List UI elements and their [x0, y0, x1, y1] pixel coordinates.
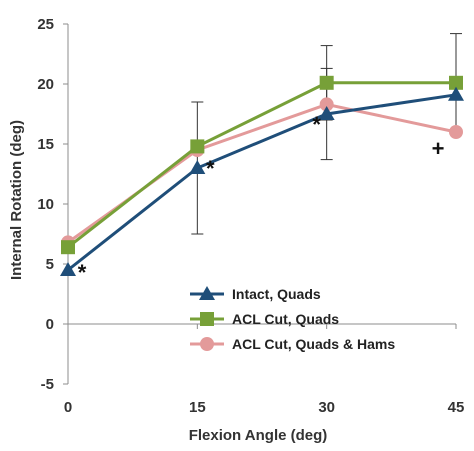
series-0: [60, 86, 464, 276]
data-point: [319, 97, 334, 112]
series-line: [67, 102, 457, 244]
legend-item: ACL Cut, Quads & Hams: [190, 336, 395, 352]
data-point: [449, 125, 463, 139]
x-tick-label: 0: [64, 399, 72, 416]
y-tick-label: 10: [37, 196, 54, 213]
series-line: [67, 93, 457, 272]
legend-marker: [200, 337, 214, 351]
significance-marker: +: [432, 136, 445, 161]
significance-marker: *: [206, 156, 215, 181]
x-tick-label: 15: [189, 399, 206, 416]
x-tick-label: 45: [448, 399, 465, 416]
y-tick-label: 5: [46, 256, 54, 273]
data-point: [190, 139, 205, 154]
y-tick-label: 25: [37, 16, 54, 33]
legend-label: ACL Cut, Quads: [232, 311, 339, 327]
legend: Intact, Quads ACL Cut, Quads ACL Cut, Quad…: [190, 286, 395, 352]
tick-labels: -5 0 5 10 15 20 25 0 15 30 45: [37, 16, 464, 416]
data-point: [189, 160, 206, 174]
legend-label: ACL Cut, Quads & Hams: [232, 336, 395, 352]
annotations: * * * +: [78, 112, 445, 285]
legend-item: ACL Cut, Quads: [190, 311, 339, 327]
legend-marker: [200, 312, 214, 326]
axes: [63, 23, 457, 385]
data-point: [448, 86, 464, 101]
x-axis-title: Flexion Angle (deg): [189, 427, 328, 444]
data-point: [61, 240, 75, 255]
series-line: [67, 81, 456, 249]
x-tick-label: 30: [318, 399, 335, 416]
y-tick-label: 20: [37, 76, 54, 93]
series: [60, 75, 464, 276]
error-bars: [191, 33, 462, 235]
data-point: [319, 75, 334, 90]
y-tick-label: -5: [41, 376, 54, 393]
y-axis-title: Internal Rotation (deg): [8, 120, 25, 280]
significance-marker: *: [78, 260, 87, 285]
legend-marker: [199, 286, 215, 300]
significance-marker: *: [312, 112, 321, 137]
series-1: [61, 75, 463, 255]
data-point: [60, 262, 76, 276]
y-tick-label: 15: [37, 136, 54, 153]
data-point: [318, 106, 335, 120]
y-tick-label: 0: [46, 316, 54, 333]
data-point: [449, 75, 463, 90]
legend-label: Intact, Quads: [232, 286, 321, 302]
legend-item: Intact, Quads: [190, 286, 321, 302]
